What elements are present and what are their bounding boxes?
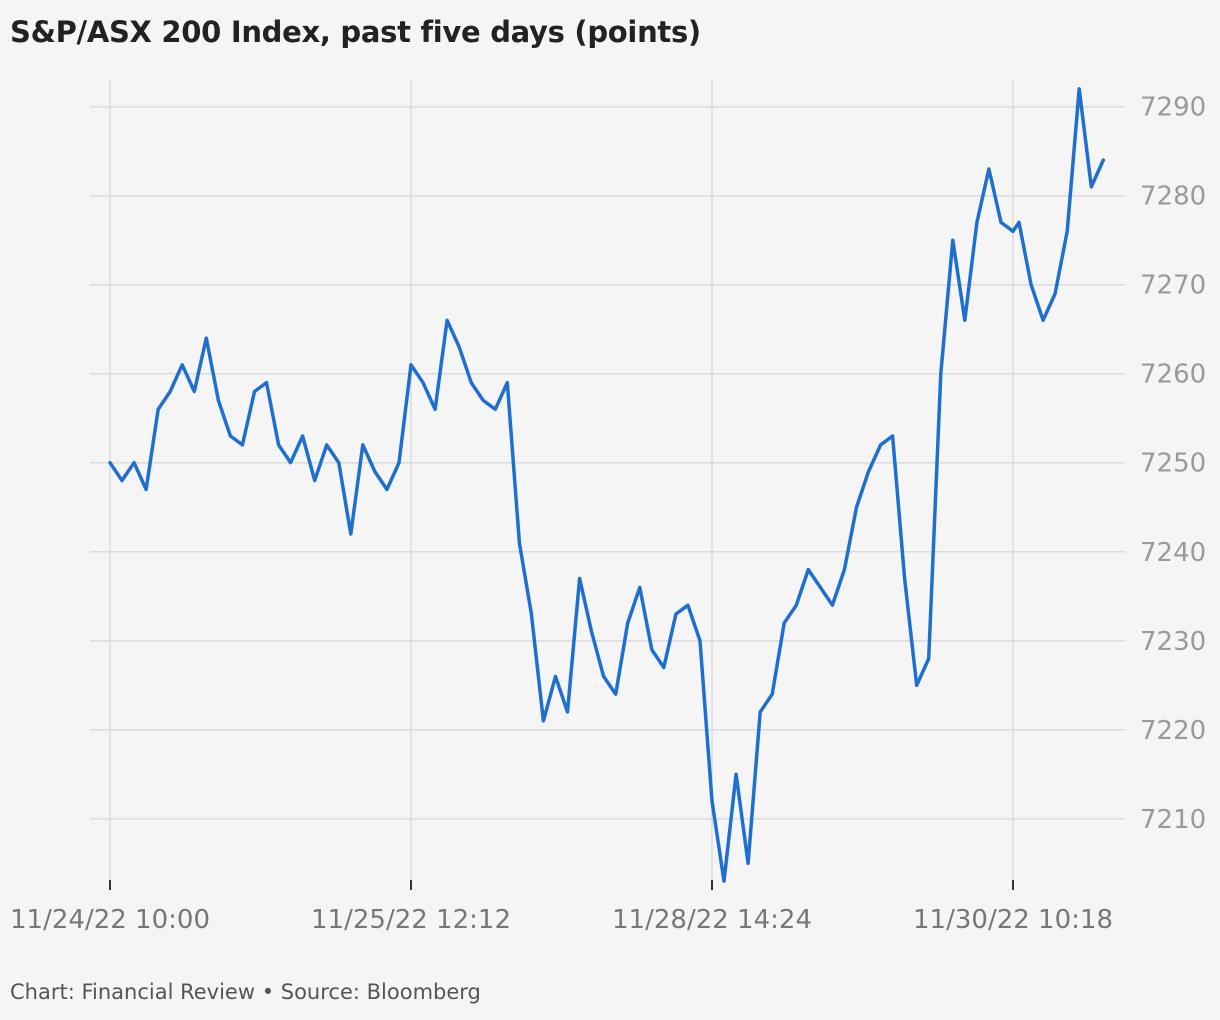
chart-source-footer: Chart: Financial Review • Source: Bloomb… xyxy=(10,980,481,1004)
x-tick-label: 11/24/22 10:00 xyxy=(10,905,210,935)
series-group xyxy=(108,87,1106,883)
y-tick-label: 7220 xyxy=(1140,716,1206,746)
x-axis-tick-labels: 11/24/22 10:00 11/25/22 12:12 11/28/22 14:… xyxy=(10,905,1113,935)
x-tick-label: 11/30/22 10:18 xyxy=(913,905,1113,935)
chart-title: S&P/ASX 200 Index, past five days (point… xyxy=(10,15,701,49)
y-tick-label: 7240 xyxy=(1140,538,1206,568)
y-tick-label: 7230 xyxy=(1140,627,1206,657)
y-axis-tick-labels: 7210 7220 7230 7240 7250 7260 7270 7280 7290 xyxy=(1140,93,1206,835)
x-tick-label: 11/28/22 14:24 xyxy=(612,905,812,935)
x-tick-label: 11/25/22 12:12 xyxy=(311,905,511,935)
vertical-gridlines xyxy=(109,80,1014,890)
y-tick-label: 7290 xyxy=(1140,93,1206,123)
y-tick-label: 7210 xyxy=(1140,805,1206,835)
y-tick-label: 7280 xyxy=(1140,182,1206,212)
y-tick-label: 7250 xyxy=(1140,449,1206,479)
series-line xyxy=(108,87,1106,883)
y-tick-label: 7270 xyxy=(1140,271,1206,301)
horizontal-gridlines xyxy=(90,105,1125,820)
y-tick-label: 7260 xyxy=(1140,360,1206,390)
